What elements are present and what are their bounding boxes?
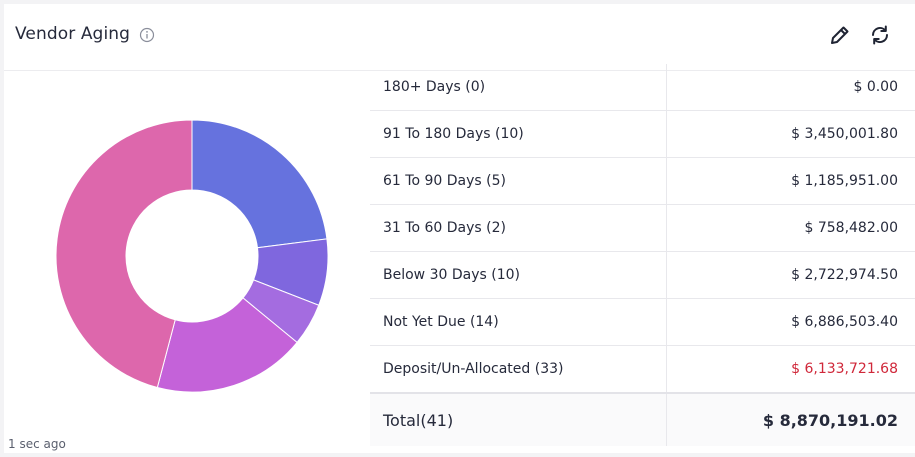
widget-header: Vendor Aging xyxy=(4,4,915,71)
row-label: 31 To 60 Days (2) xyxy=(370,204,666,252)
donut-slice-91-to-180-days[interactable] xyxy=(191,119,328,249)
row-label: 61 To 90 Days (5) xyxy=(370,157,666,205)
last-updated-text: 1 sec ago xyxy=(8,437,66,451)
table-row[interactable]: Not Yet Due (14) $ 6,886,503.40 xyxy=(370,298,915,346)
table-row[interactable]: 31 To 60 Days (2) $ 758,482.00 xyxy=(370,204,915,252)
vendor-aging-donut-chart xyxy=(55,119,329,393)
row-label: Below 30 Days (10) xyxy=(370,251,666,299)
row-amount: $ 3,450,001.80 xyxy=(665,110,915,158)
row-amount: $ 2,722,974.50 xyxy=(665,251,915,299)
donut-slice-not-yet-due[interactable] xyxy=(55,119,193,389)
row-label: 91 To 180 Days (10) xyxy=(370,110,666,158)
row-amount: $ 6,886,503.40 xyxy=(665,298,915,346)
table-row[interactable]: 91 To 180 Days (10) $ 3,450,001.80 xyxy=(370,110,915,158)
table-row[interactable]: Deposit/Un-Allocated (33) $ 6,133,721.68 xyxy=(370,345,915,393)
row-label: 180+ Days (0) xyxy=(383,79,486,95)
row-amount: $ 1,185,951.00 xyxy=(665,157,915,205)
vendor-aging-widget: Vendor Aging 1 sec ago 180+ Days (0) $ 0… xyxy=(4,4,915,453)
row-amount-negative: $ 6,133,721.68 xyxy=(665,345,915,393)
info-circle-icon[interactable] xyxy=(139,27,155,43)
row-amount: $ 758,482.00 xyxy=(665,204,915,252)
table-row[interactable]: 180+ Days (0) $ 0.00 xyxy=(370,64,915,111)
table-row[interactable]: 61 To 90 Days (5) $ 1,185,951.00 xyxy=(370,157,915,205)
row-amount: $ 0.00 xyxy=(665,64,915,111)
table-row[interactable]: Below 30 Days (10) $ 2,722,974.50 xyxy=(370,251,915,299)
widget-title: Vendor Aging xyxy=(15,24,131,44)
row-label: Not Yet Due (14) xyxy=(370,298,666,346)
pencil-icon[interactable] xyxy=(828,23,852,47)
total-amount: $ 8,870,191.02 xyxy=(665,392,915,446)
refresh-icon[interactable] xyxy=(868,23,892,47)
total-label: Total(41) xyxy=(370,392,666,446)
total-row: Total(41) $ 8,870,191.02 xyxy=(370,392,915,446)
aging-table: 180+ Days (0) $ 0.00 91 To 180 Days (10)… xyxy=(370,64,915,446)
row-label: Deposit/Un-Allocated (33) xyxy=(370,345,666,393)
